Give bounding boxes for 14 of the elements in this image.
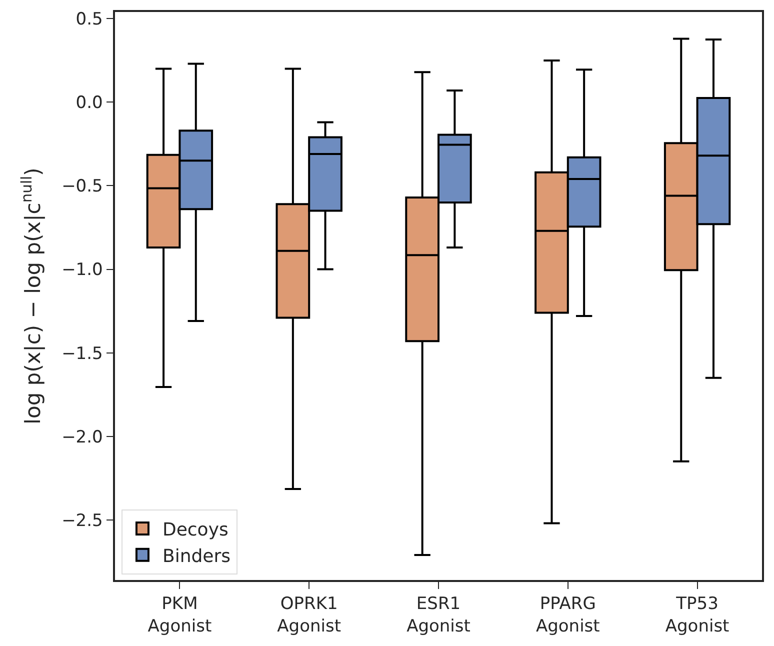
y-tick-label: −0.5 — [62, 176, 103, 197]
y-tick-label: −1.0 — [62, 260, 103, 280]
x-tick-label: OPRK1 Agonist — [277, 594, 342, 636]
x-tick-label: PKM Agonist — [148, 594, 212, 636]
x-tick-label: ESR1 Agonist — [406, 594, 471, 636]
x-tick-label: PPARG Agonist — [536, 594, 600, 636]
y-tick-label: −1.5 — [62, 344, 103, 364]
y-tick-label: 0.5 — [76, 10, 103, 30]
x-tick-label: TP53 Agonist — [665, 594, 730, 636]
legend-label: Binders — [162, 546, 231, 567]
legend-label: Decoys — [162, 520, 228, 541]
y-tick-label: 0.0 — [76, 93, 103, 114]
y-tick-label: −2.0 — [62, 427, 103, 448]
y-tick-label: −2.5 — [62, 510, 103, 531]
